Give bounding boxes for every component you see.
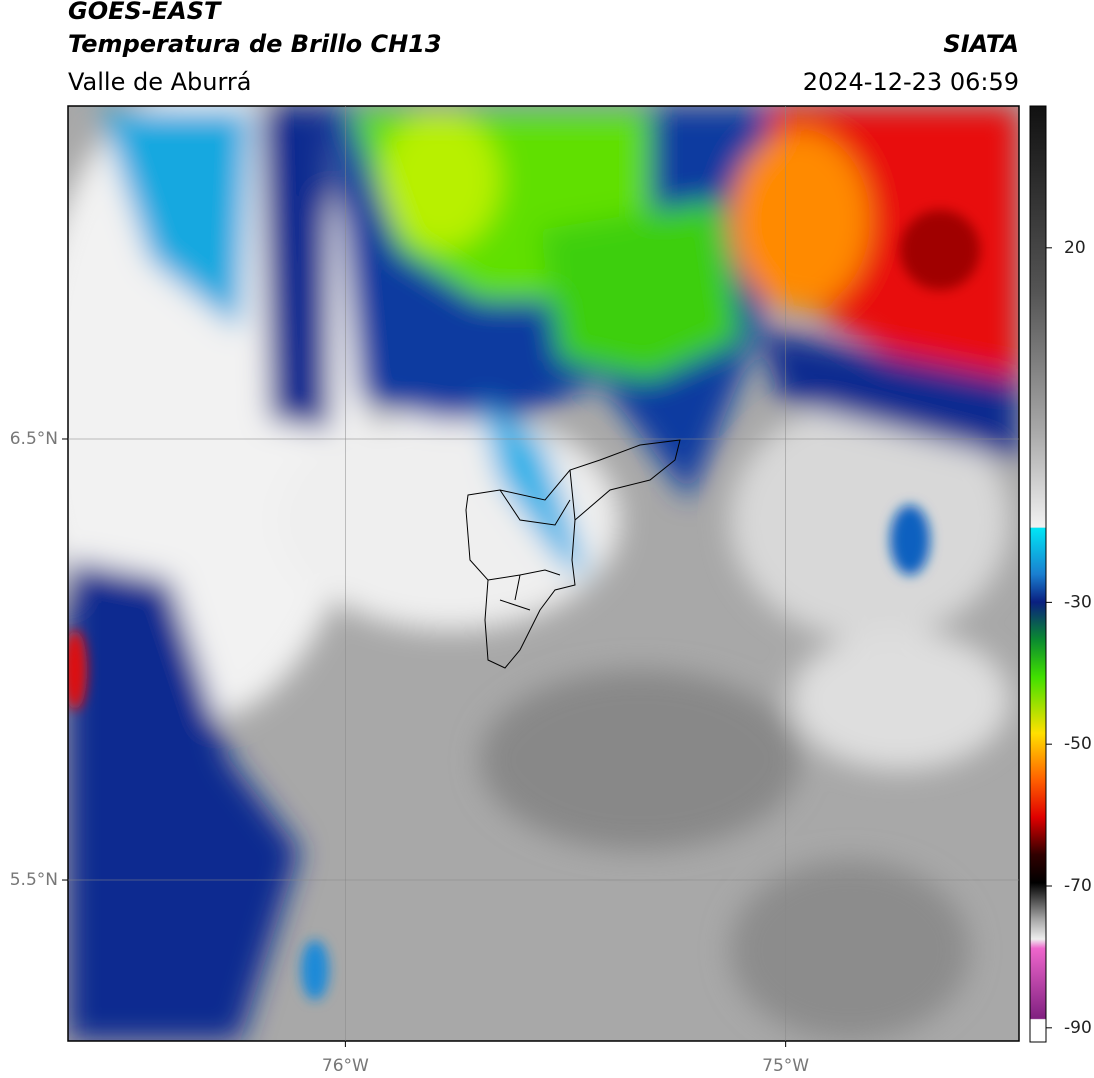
colorbar-tick-label: -50 (1064, 734, 1092, 754)
x-tick-label: 76°W (322, 1056, 369, 1076)
colorbar (1029, 105, 1047, 1043)
colorbar-tick-label: -90 (1064, 1018, 1092, 1038)
y-tick-label: 6.5°N (10, 429, 58, 449)
title: GOES-EAST (68, 0, 222, 25)
y-tick-label: 5.5°N (10, 870, 58, 890)
subtitle: Temperatura de Brillo CH13 (68, 30, 442, 58)
map-frame (67, 105, 1020, 1042)
colorbar-tick-label: -70 (1064, 876, 1092, 896)
x-tick-label: 75°W (762, 1056, 809, 1076)
colorbar-tick-label: -30 (1064, 592, 1092, 612)
datetime: 2024-12-23 06:59 (803, 68, 1019, 96)
satellite-image (68, 106, 1019, 1041)
source: SIATA (943, 30, 1019, 58)
region: Valle de Aburrá (68, 68, 252, 96)
colorbar-tick-label: 20 (1064, 238, 1086, 258)
